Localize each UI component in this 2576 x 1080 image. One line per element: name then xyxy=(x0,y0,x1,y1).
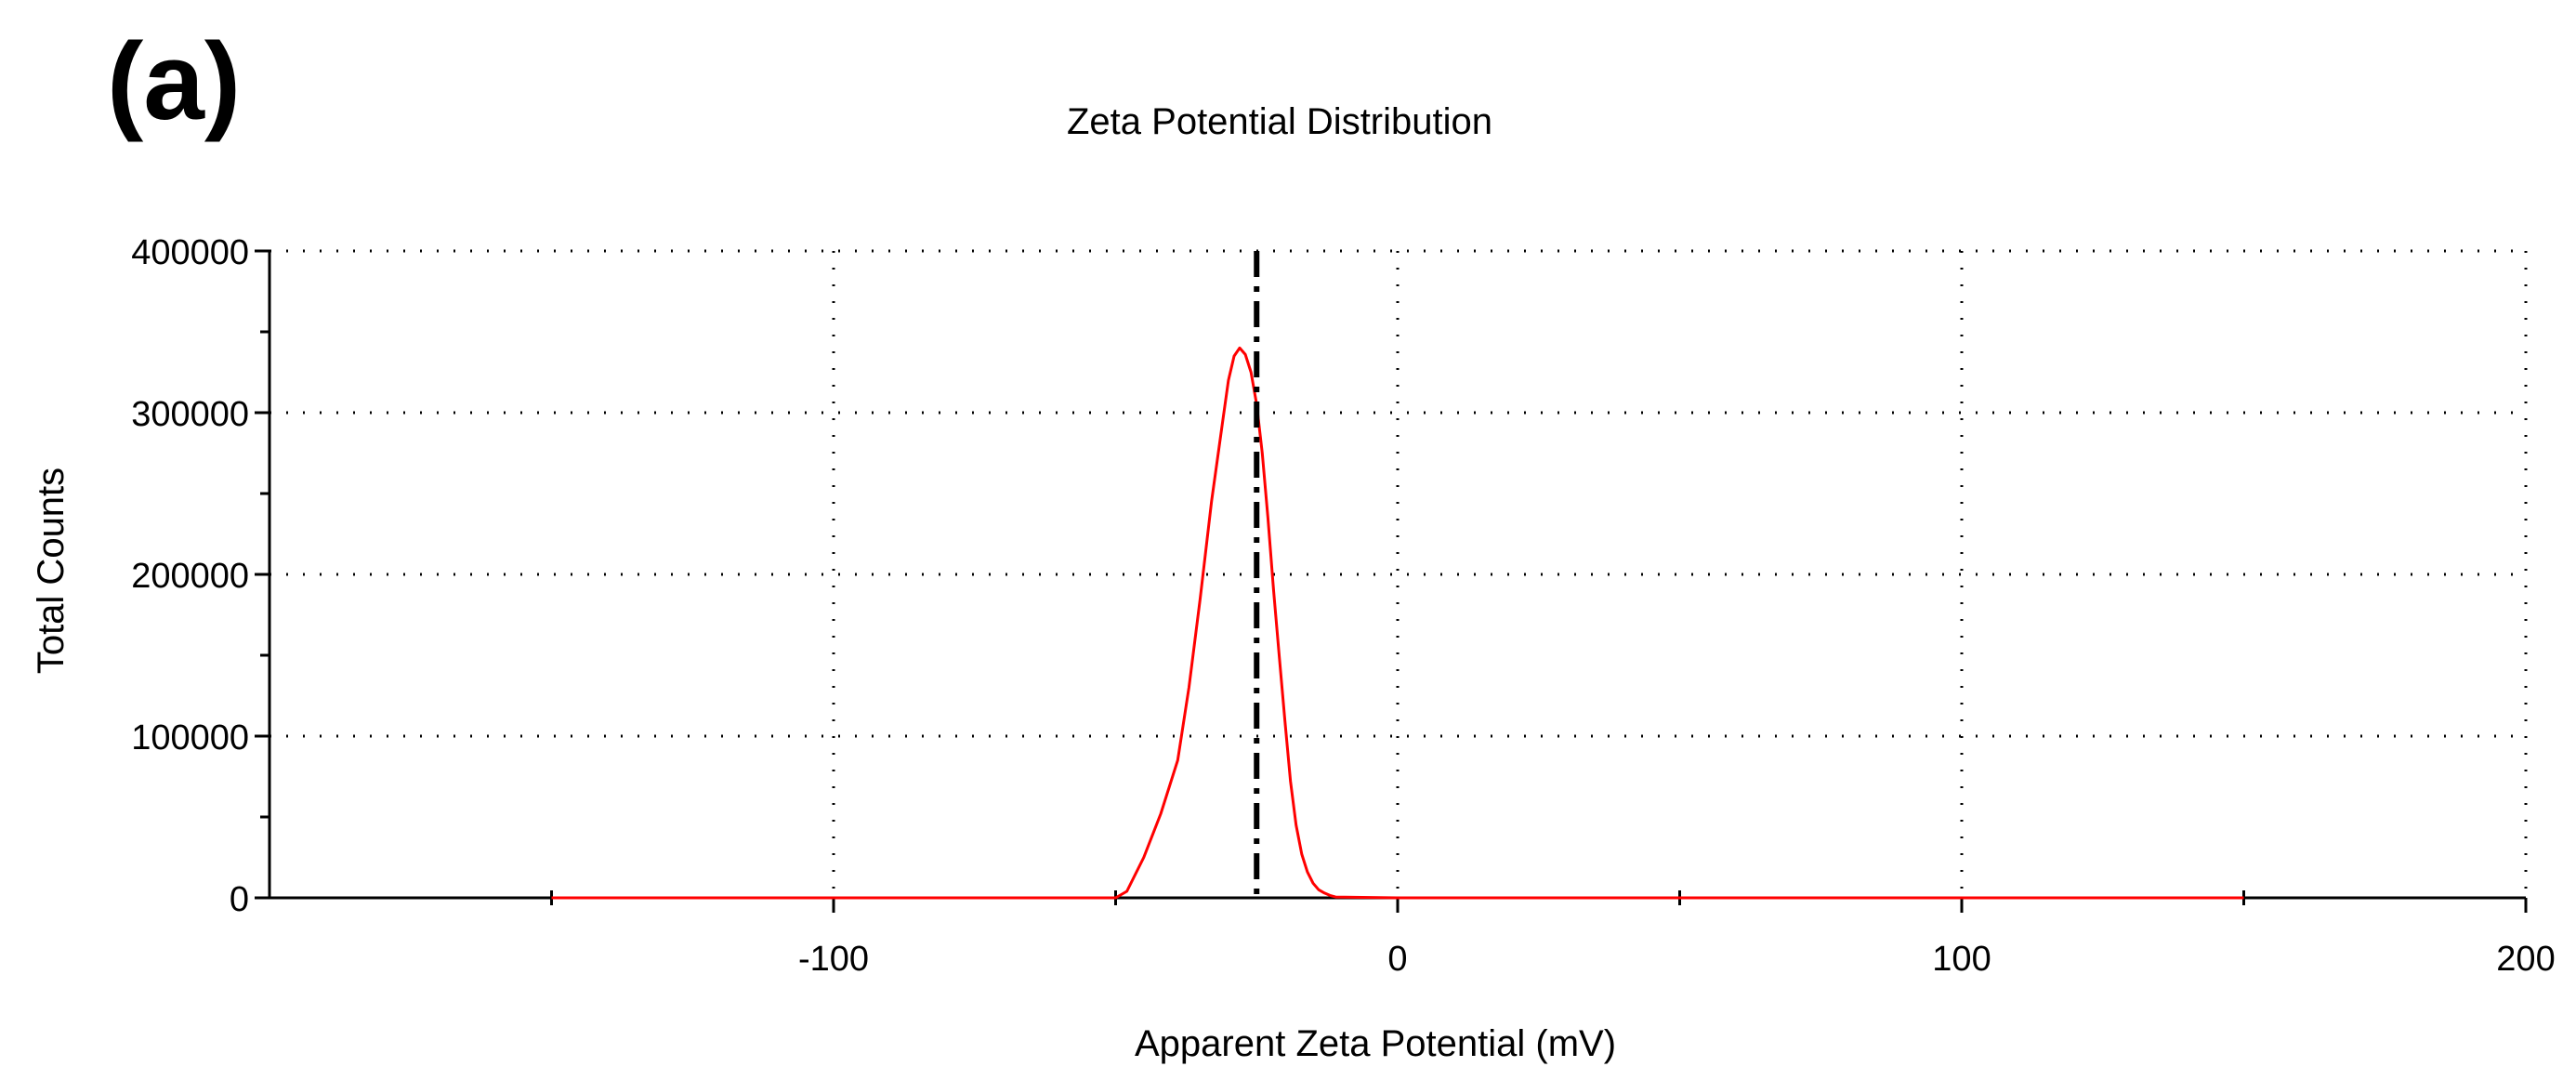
panel-label: (a) xyxy=(107,20,241,143)
x-tick-label: 200 xyxy=(2496,940,2555,979)
axes xyxy=(268,251,2526,900)
y-tick-label: 300000 xyxy=(131,395,249,434)
chart-title: Zeta Potential Distribution xyxy=(1067,101,1492,142)
x-tick-label: 0 xyxy=(1387,940,1407,979)
x-axis-label: Apparent Zeta Potential (mV) xyxy=(1135,1023,1616,1064)
x-tick-label: 100 xyxy=(1932,940,1991,979)
grid-lines xyxy=(269,249,2528,898)
tick-labels: 0 100000 200000 300000 400000 -100 0 100 200 xyxy=(131,233,2556,979)
y-tick-label: 400000 xyxy=(131,233,249,272)
ticks xyxy=(255,249,2528,913)
x-tick-label: -100 xyxy=(798,940,869,979)
y-axis-label: Total Counts xyxy=(31,468,72,674)
plot-area xyxy=(551,251,2244,900)
y-tick-label: 100000 xyxy=(131,718,249,757)
y-tick-label: 200000 xyxy=(131,557,249,596)
y-tick-label: 0 xyxy=(230,880,249,919)
series-line xyxy=(551,346,2244,900)
